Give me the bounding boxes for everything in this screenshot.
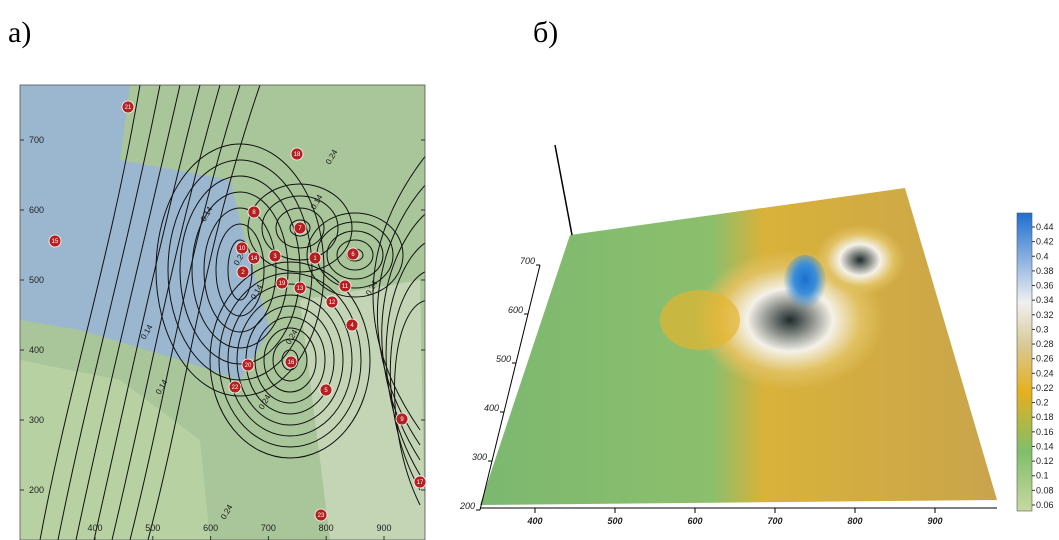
y-tick-label: 700 [520, 256, 535, 266]
y-tick-label: 400 [29, 345, 44, 355]
y-tick-label: 600 [508, 305, 523, 315]
x-tick-label: 400 [526, 516, 542, 526]
colorbar-tick-label: 0.42 [1036, 237, 1054, 247]
colorbar-tick-label: 0.26 [1036, 354, 1054, 364]
station-label: 23 [318, 513, 325, 519]
colorbar [1017, 213, 1032, 511]
station-label: 22 [232, 385, 239, 391]
y-tick-label: 600 [29, 205, 44, 215]
station-label: 21 [125, 105, 132, 111]
colorbar-tick-label: 0.18 [1036, 412, 1054, 422]
station-label: 11 [342, 284, 349, 290]
colorbar-tick-label: 0.2 [1036, 398, 1049, 408]
y-tick-label: 300 [472, 452, 487, 462]
colorbar-tick-label: 0.28 [1036, 339, 1054, 349]
colorbar-tick-label: 0.22 [1036, 383, 1054, 393]
station-label: 16 [288, 360, 295, 366]
station-label: 20 [245, 363, 252, 369]
station-label: 10 [239, 246, 246, 252]
station-label: 13 [297, 286, 304, 292]
station-label: 19 [279, 281, 286, 287]
y-tick-label: 200 [459, 501, 475, 511]
x-tick-label: 700 [767, 516, 782, 526]
colorbar-tick-label: 0.12 [1036, 456, 1054, 466]
colorbar-tick-label: 0.3 [1036, 324, 1049, 334]
x-tick-label: 400 [87, 523, 102, 533]
x-tick-label: 900 [376, 523, 391, 533]
station-label: 17 [417, 480, 424, 486]
y-tick-label: 500 [29, 275, 44, 285]
panel-label: б) [533, 16, 558, 49]
colorbar-tick-label: 0.4 [1036, 251, 1049, 261]
station-label: 14 [251, 256, 258, 262]
colorbar-tick-label: 0.32 [1036, 310, 1054, 320]
colorbar-tick-label: 0.36 [1036, 281, 1054, 291]
colorbar-tick-label: 0.1 [1036, 471, 1049, 481]
y-tick-label: 700 [29, 135, 44, 145]
figure: а) б) 400 500 600 700 800 900 200 300 400 500 600 7… [0, 0, 1059, 540]
colorbar-tick-label: 0.38 [1036, 266, 1054, 276]
station-label: 15 [52, 239, 59, 245]
x-tick-label: 500 [145, 523, 160, 533]
colorbar-tick-label: 0.16 [1036, 427, 1054, 437]
y-tick-label: 500 [496, 354, 511, 364]
x-tick-label: 600 [687, 516, 702, 526]
colorbar-tick-label: 0.34 [1036, 295, 1054, 305]
x-tick-label: 500 [607, 516, 622, 526]
x-tick-label: 800 [847, 516, 862, 526]
station-label: 12 [329, 300, 336, 306]
y-tick-label: 400 [484, 403, 499, 413]
x-tick-label: 600 [203, 523, 218, 533]
station-label: 18 [294, 152, 301, 158]
y-tick-label: 200 [29, 485, 44, 495]
x-tick-label: 700 [261, 523, 276, 533]
colorbar-tick-label: 0.14 [1036, 441, 1054, 451]
colorbar-tick-label: 0.44 [1036, 222, 1054, 232]
x-tick-label: 900 [927, 516, 942, 526]
y-tick-label: 300 [29, 415, 44, 425]
colorbar-tick-label: 0.24 [1036, 368, 1054, 378]
x-tick-label: 800 [319, 523, 334, 533]
map [20, 85, 425, 540]
colorbar-tick-label: 0.08 [1036, 485, 1054, 495]
panel-label: а) [8, 16, 31, 49]
colorbar-tick-label: 0.06 [1036, 500, 1054, 510]
